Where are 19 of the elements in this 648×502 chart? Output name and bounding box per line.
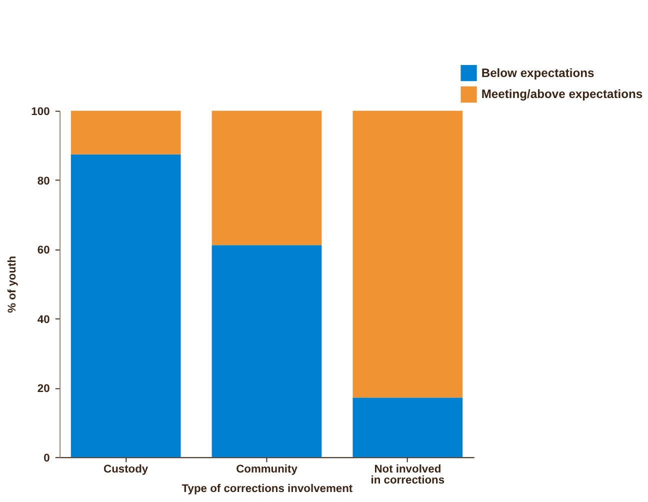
bar <box>352 398 463 458</box>
x-tick-label: Not involved in corrections <box>370 464 445 487</box>
y-tick-label: 20 <box>37 383 50 396</box>
x-tick-label: Community <box>236 464 298 476</box>
x-axis-title: Type of corrections involvement <box>182 483 353 496</box>
bar <box>70 110 181 154</box>
legend-label: Meeting/above expectations <box>481 87 643 102</box>
bar <box>70 154 181 458</box>
legend-label: Below expectations <box>481 66 595 80</box>
y-tick-label: 100 <box>31 106 50 118</box>
y-tick-label: 40 <box>37 314 50 326</box>
bar <box>212 110 322 246</box>
y-tick-label: 80 <box>37 175 50 188</box>
y-axis-title: % of youth <box>6 256 18 313</box>
bar <box>352 110 463 398</box>
bar <box>212 245 322 458</box>
y-tick-label: 60 <box>37 244 50 257</box>
x-tick-label: Custody <box>104 464 149 476</box>
y-tick-label: 0 <box>44 452 50 464</box>
